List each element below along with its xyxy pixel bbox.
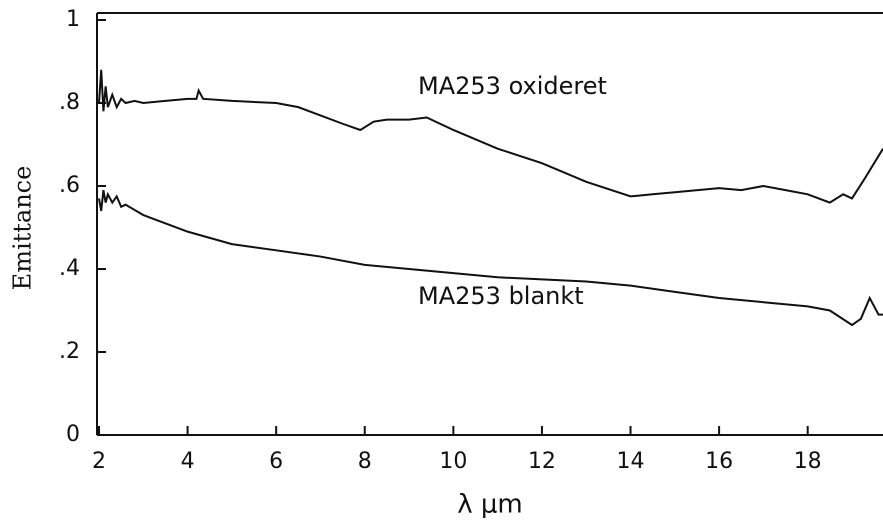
x-tick-label: 18 [794, 449, 822, 474]
x-tick-label: 6 [269, 449, 283, 474]
y-tick-label: .6 [59, 173, 80, 198]
x-tick-label: 8 [358, 449, 372, 474]
x-tick-label: 10 [439, 449, 467, 474]
annotation: MA253 blankt [418, 282, 584, 310]
x-tick-label: 14 [617, 449, 645, 474]
y-tick-label: .4 [59, 256, 80, 281]
y-tick-label: .2 [59, 339, 80, 364]
data-line [98, 69, 883, 204]
y-tick-label: 0 [66, 422, 80, 447]
y-tick-label: .8 [59, 90, 80, 115]
data-line [98, 189, 883, 327]
x-tick-label: 4 [181, 449, 195, 474]
annotation: MA253 oxideret [418, 72, 607, 100]
x-tick-label: 2 [92, 449, 106, 474]
x-tick-label: 16 [705, 449, 733, 474]
y-axis-label: Emittance [9, 166, 37, 291]
x-axis-label: λ μm [457, 490, 523, 520]
x-tick-label: 12 [528, 449, 556, 474]
y-tick-label: 1 [66, 7, 80, 32]
